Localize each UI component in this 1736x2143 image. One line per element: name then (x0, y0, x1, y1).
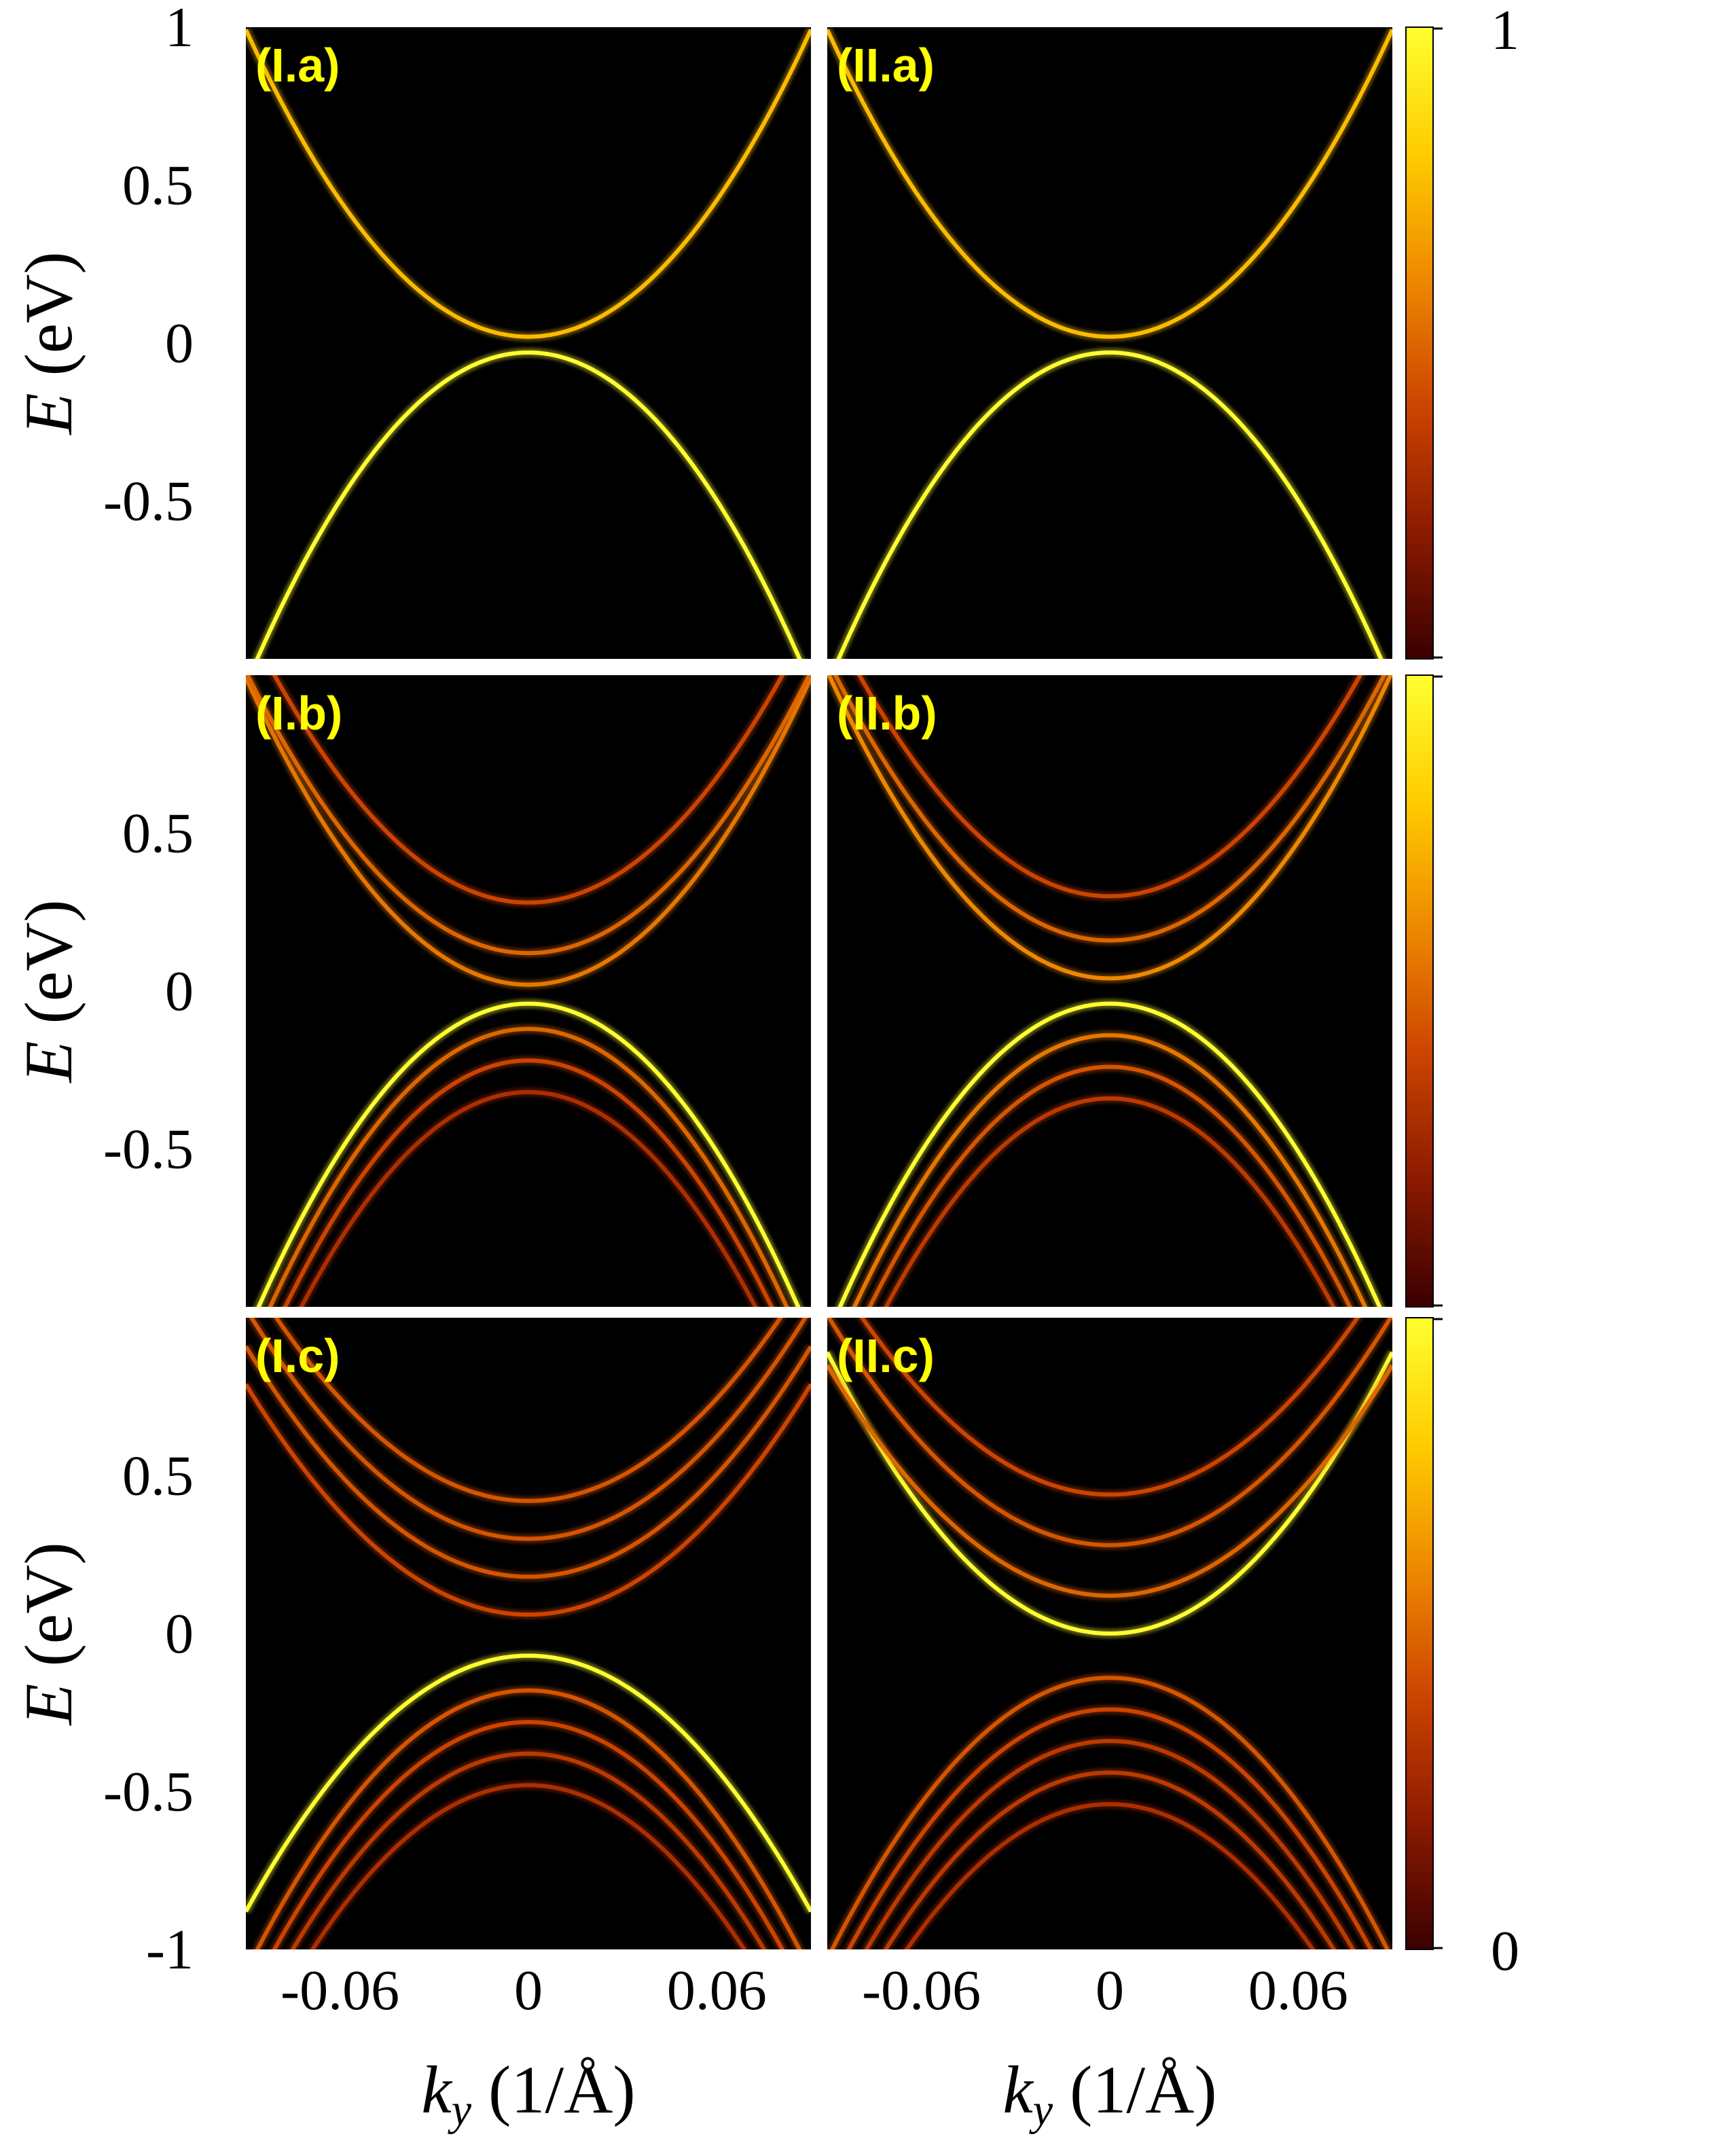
panel-label: (I.c) (255, 1329, 340, 1382)
band-curve (268, 1026, 789, 1307)
band-curve (867, 1064, 1352, 1307)
band-curve (904, 1802, 1316, 1949)
x-axis-label: ky (1/Å) (1002, 2052, 1216, 2135)
band-curve (249, 1318, 808, 1541)
band-curve (283, 1058, 774, 1307)
band-curve (827, 1364, 1392, 1598)
panel-label: (I.b) (255, 687, 342, 740)
band-curve (827, 29, 1392, 339)
y-tick-label: 0 (165, 960, 194, 1023)
band-curve (852, 1033, 1368, 1307)
y-tick-label: -0.5 (103, 1761, 194, 1824)
band-curve (255, 1688, 802, 1949)
panel-background (827, 675, 1392, 1307)
y-tick-label: 0 (165, 312, 194, 375)
y-tick-label: 0 (165, 1602, 194, 1665)
panel-background (246, 27, 811, 659)
panel-background (827, 27, 1392, 659)
band-curve (856, 675, 1363, 899)
band-curve (246, 29, 811, 339)
y-tick-label: 0.5 (122, 1445, 194, 1508)
panel-iia: (II.a) (827, 27, 1392, 659)
colorbar-group (1405, 26, 1443, 1950)
band-curve (310, 1783, 747, 1949)
colorbar-max-label: 1 (1491, 0, 1519, 62)
band-curve (272, 1720, 785, 1949)
y-tick-label: 0.5 (122, 802, 194, 865)
band-curve (246, 675, 811, 956)
x-tick-label: 0 (1096, 1959, 1124, 2022)
band-curve (255, 350, 802, 659)
panel-label: (II.b) (837, 687, 937, 740)
panel-grid: (I.a) (II.a) (I.b) (II.b) (I.c) (II.c) (246, 27, 1392, 1949)
band-curve (274, 1318, 783, 1503)
y-axis-label: E (eV) (11, 1542, 86, 1726)
band-curve (864, 1739, 1356, 1949)
colorbar (1405, 26, 1434, 660)
panel-iib: (II.b) (827, 675, 1392, 1307)
colorbar-min-label: 0 (1491, 1920, 1519, 1983)
band-curve (299, 1089, 758, 1307)
band-curve (246, 1345, 811, 1579)
x-tick-label: -0.06 (862, 1959, 981, 2022)
panel-iic: (II.c) (827, 1318, 1392, 1949)
band-curve (836, 350, 1384, 659)
y-tick-label: 1 (165, 0, 194, 59)
panel-ib: (I.b) (246, 675, 811, 1307)
panel-label: (II.a) (837, 39, 935, 92)
x-tick-label: 0 (514, 1959, 543, 2022)
band-curve (846, 1707, 1373, 1949)
band-curve (884, 1096, 1336, 1307)
x-tick-label: 0.06 (667, 1959, 767, 2022)
colorbar (1405, 1317, 1434, 1950)
panel-ia: (I.a) (246, 27, 811, 659)
band-curve (827, 1318, 1392, 1547)
panel-label: (II.c) (837, 1329, 935, 1382)
band-curve (246, 677, 811, 987)
band-curve (827, 1351, 1392, 1636)
band-curve (829, 1676, 1390, 1949)
band-curve (290, 1751, 767, 1949)
band-curve (256, 1001, 801, 1307)
y-tick-label: -0.5 (103, 1118, 194, 1181)
colorbar (1405, 674, 1434, 1308)
band-curve (246, 1653, 811, 1913)
y-tick-label: -0.5 (103, 470, 194, 533)
band-curve (827, 675, 1392, 981)
axis-labels: 1 0.5 0 -0.5 E (eV) 0.5 0 -0.5 E (eV) 0.5 0 -0.5 -1 E… (11, 0, 1519, 2135)
x-tick-label: -0.06 (281, 1959, 399, 2022)
panel-label: (I.a) (255, 39, 340, 92)
y-tick-label: -1 (146, 1918, 194, 1981)
band-curve (833, 675, 1387, 943)
y-axis-label: E (eV) (11, 251, 86, 435)
x-tick-label: 0.06 (1248, 1959, 1348, 2022)
y-axis-label: E (eV) (11, 899, 86, 1083)
y-tick-label: 0.5 (122, 154, 194, 217)
band-curve (246, 1383, 811, 1617)
x-axis-label: ky (1/Å) (421, 2052, 635, 2135)
band-curve (837, 1001, 1382, 1307)
panel-ic: (I.c) (246, 1318, 811, 1949)
band-curve (272, 675, 785, 905)
band-curve (883, 1770, 1337, 1949)
band-curve (859, 1318, 1360, 1497)
